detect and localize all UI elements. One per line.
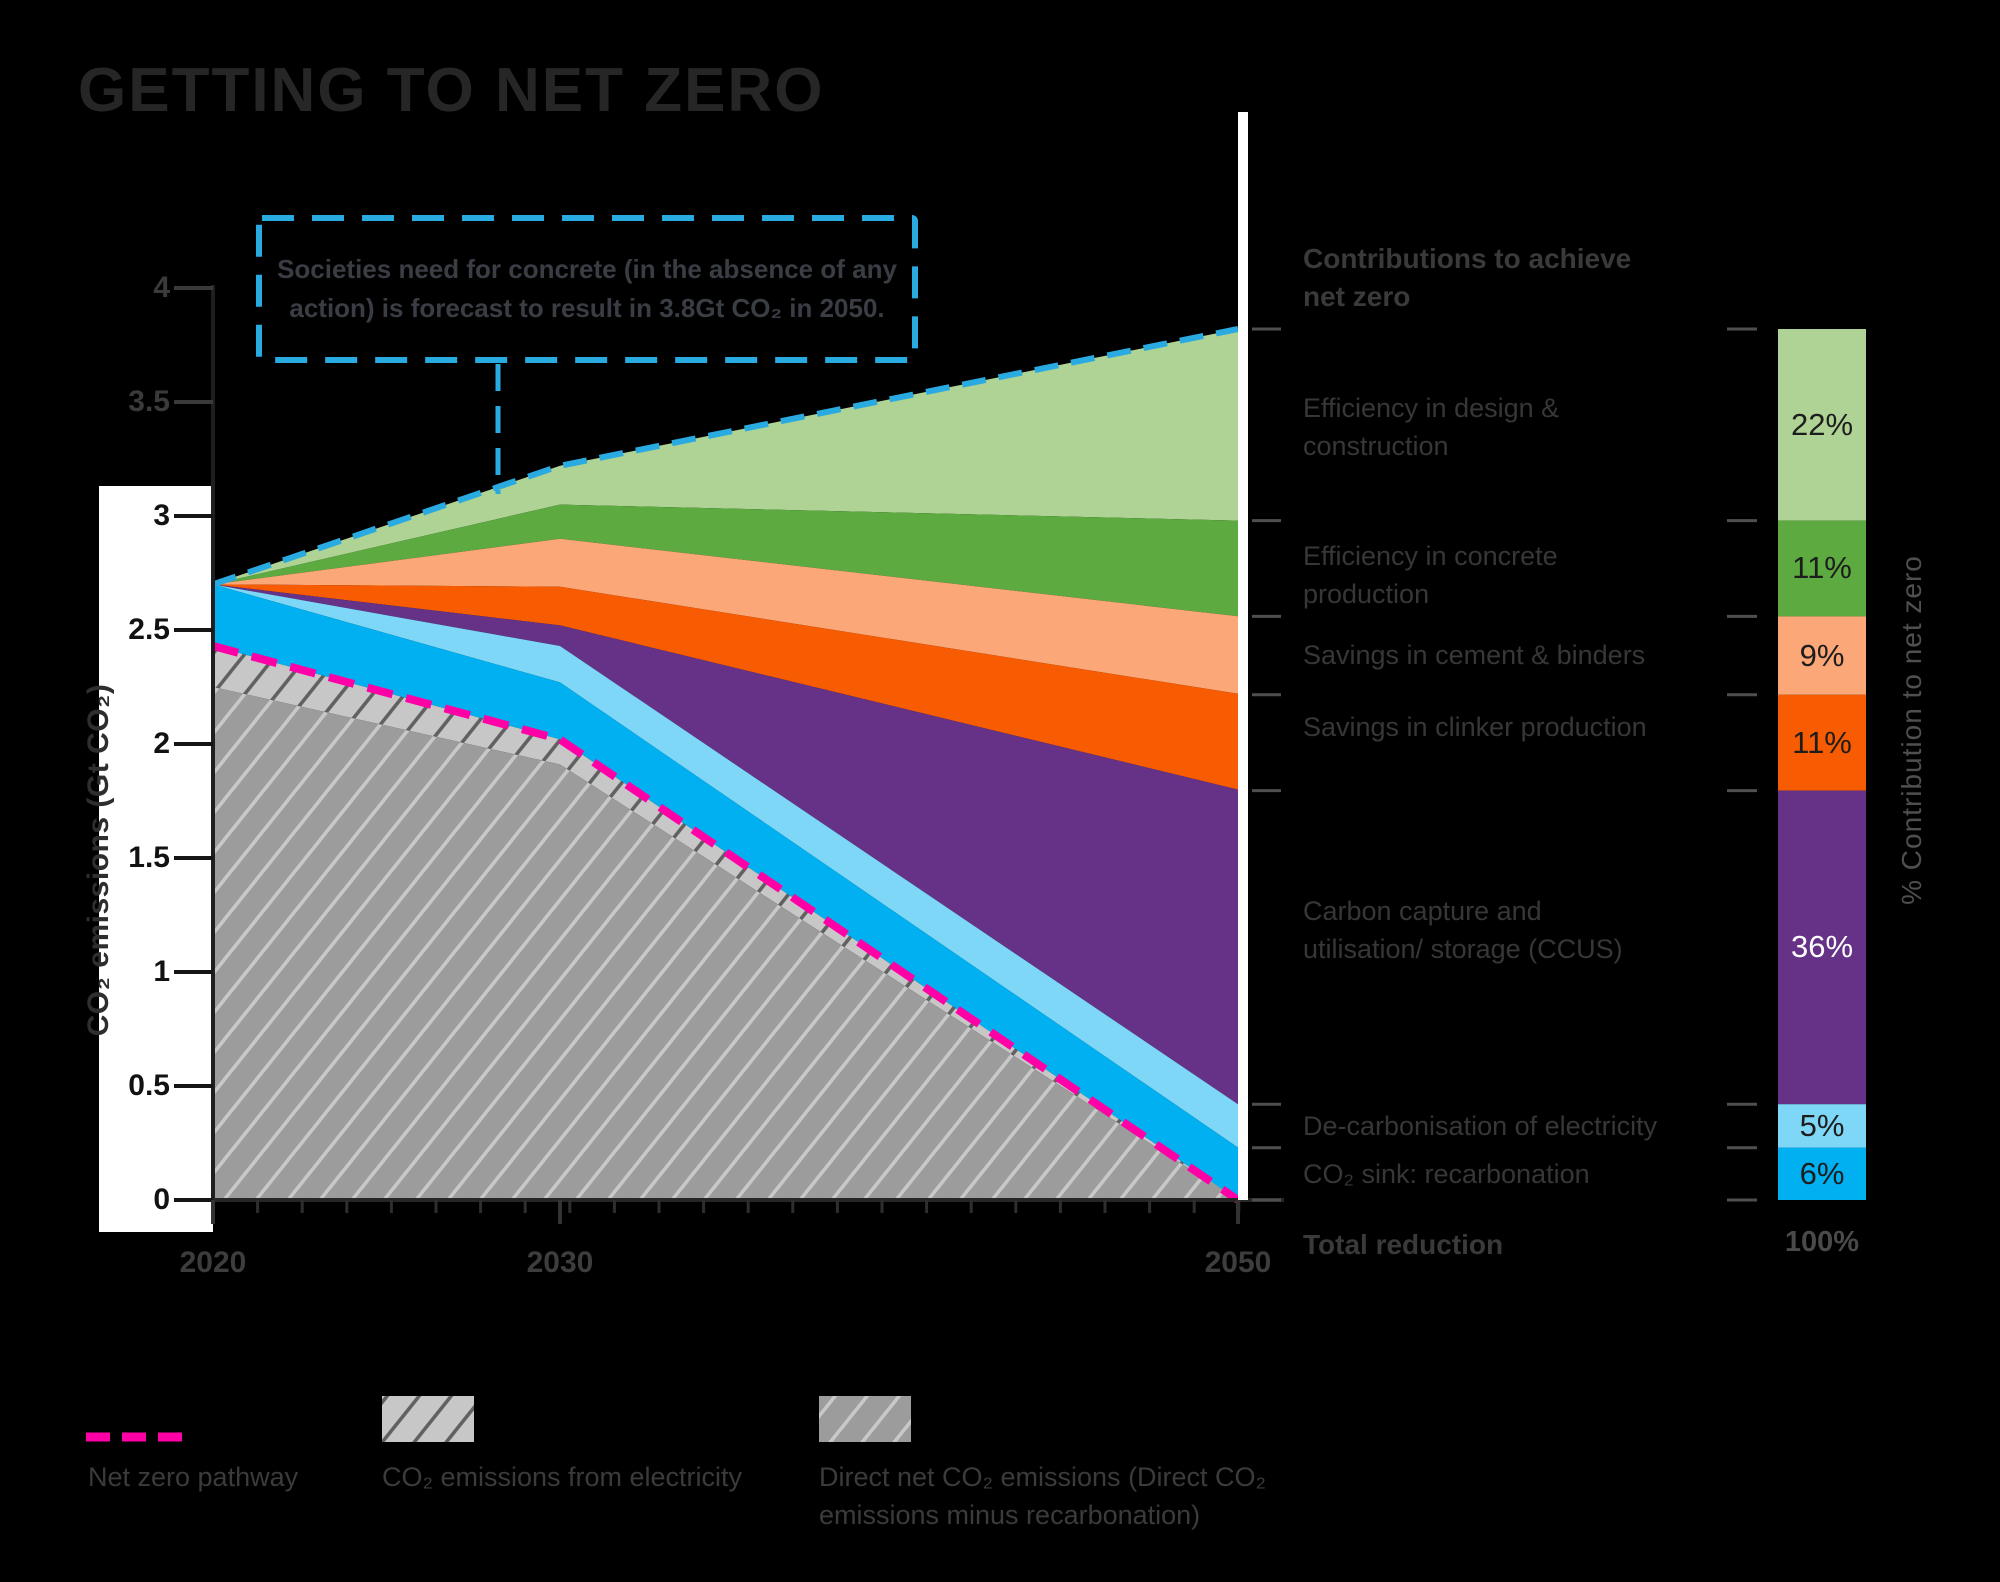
pct-efficiency-concrete: 11%	[1792, 550, 1852, 585]
label-efficiency-design: Efficiency in design & construction	[1303, 393, 1560, 461]
pct-recarbonation: 6%	[1799, 1156, 1845, 1191]
pct-total: 100%	[1784, 1226, 1860, 1258]
pct-decarbonisation: 5%	[1799, 1108, 1845, 1143]
y-tick-1: 1	[153, 955, 170, 988]
y-axis-title: CO₂ emissions (Gt CO₂)	[82, 683, 115, 1037]
annotation-callout: Societies need for concrete (in the abse…	[259, 218, 915, 360]
label-recarbonation: CO₂ sink: recarbonation	[1303, 1159, 1590, 1189]
y-tick-0-5: 0.5	[128, 1069, 170, 1102]
label-ccus: Carbon capture and utilisation/ storage …	[1303, 896, 1623, 964]
label-efficiency-concrete: Efficiency in concrete production	[1303, 541, 1558, 609]
contribution-axis-label: % Contribution to net zero	[1896, 555, 1927, 905]
y-tick-3: 3	[153, 499, 170, 532]
label-clinker-production: Savings in clinker production	[1303, 712, 1647, 742]
y-tick-1-5: 1.5	[128, 841, 170, 874]
contributions-header: Contributions to achieve net zero	[1303, 243, 1632, 312]
y-tick-0: 0	[153, 1183, 170, 1216]
pct-cement-binders: 9%	[1799, 638, 1845, 673]
legend-net-zero-pathway: Net zero pathway	[88, 1462, 299, 1492]
legend-electricity-emissions: CO₂ emissions from electricity	[382, 1462, 743, 1492]
x-tick-2050: 2050	[1204, 1246, 1272, 1279]
pct-efficiency-design: 22%	[1790, 407, 1854, 442]
label-cement-binders: Savings in cement & binders	[1303, 640, 1646, 670]
label-total-reduction: Total reduction	[1303, 1229, 1504, 1260]
y-tick-4: 4	[153, 271, 170, 304]
y-tick-2-5: 2.5	[128, 613, 170, 646]
page-title: GETTING TO NET ZERO	[78, 56, 825, 125]
y-tick-2: 2	[153, 727, 170, 760]
x-tick-2020: 2020	[179, 1246, 247, 1279]
legend-direct-net-emissions: Direct net CO₂ emissions (Direct CO₂ emi…	[819, 1462, 1267, 1530]
label-decarbonisation: De-carbonisation of electricity	[1303, 1111, 1658, 1141]
pct-ccus: 36%	[1790, 929, 1854, 964]
annotation-text: Societies need for concrete (in the abse…	[277, 254, 897, 323]
pct-clinker-production: 11%	[1792, 725, 1852, 760]
y-tick-3-5: 3.5	[128, 385, 170, 418]
x-tick-2030: 2030	[526, 1246, 594, 1279]
